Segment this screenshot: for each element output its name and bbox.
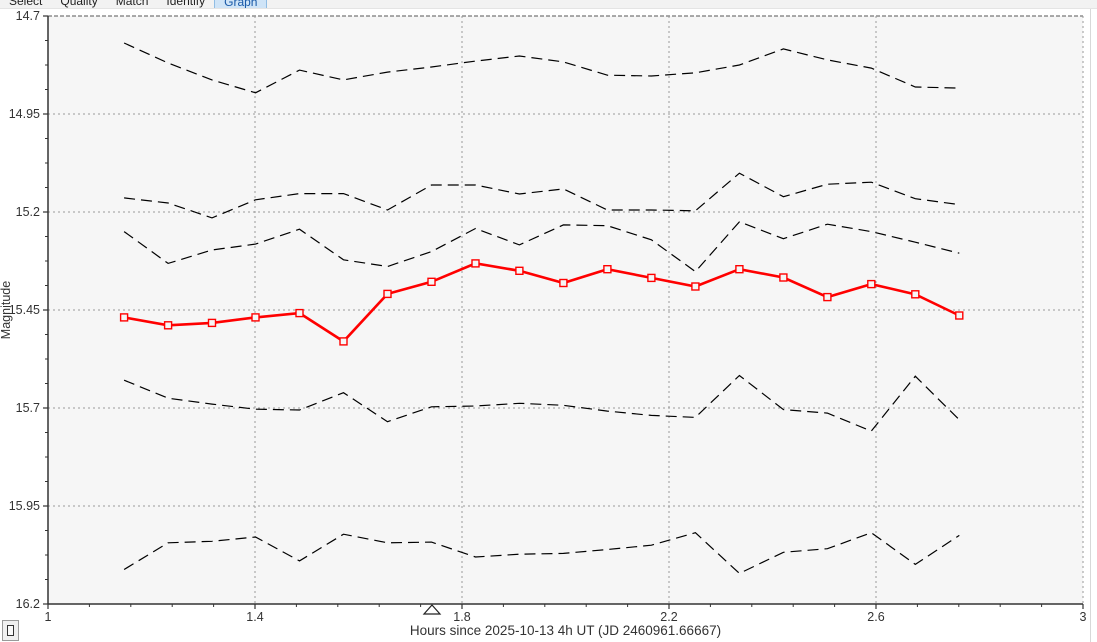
target-data-point[interactable]	[779, 273, 788, 282]
menu-item-quality[interactable]: Quality	[60, 0, 98, 8]
x-tick-label: 1.8	[453, 610, 470, 624]
target-data-point[interactable]	[251, 313, 260, 322]
target-data-point[interactable]	[427, 277, 436, 286]
target-data-point[interactable]	[603, 265, 612, 274]
target-data-point[interactable]	[867, 279, 876, 289]
y-tick-label: 14.7	[16, 9, 40, 23]
x-tick-label: 2.6	[867, 610, 884, 624]
target-data-point[interactable]	[471, 259, 480, 268]
menu-item-identify[interactable]: Identify	[166, 0, 206, 8]
variable-star-curve[interactable]	[123, 262, 960, 344]
y-tick-label: 15.95	[9, 499, 40, 513]
y-axis-title: Magnitude	[0, 281, 13, 339]
x-tick-label: 3	[1080, 610, 1087, 624]
x-tick-label: 1	[45, 610, 52, 624]
comparison-star-1-curve[interactable]	[123, 42, 960, 94]
menu-item-graph[interactable]: Graph	[214, 0, 268, 8]
target-data-point[interactable]	[735, 265, 744, 274]
target-data-point[interactable]	[515, 266, 524, 275]
time-marker-triangle-icon[interactable]	[422, 604, 442, 615]
menu-bar: Select Quality Match Identify Graph	[0, 0, 1097, 9]
corner-frame-button[interactable]	[2, 620, 19, 641]
menu-item-match[interactable]: Match	[115, 0, 149, 8]
target-data-point[interactable]	[691, 282, 700, 291]
x-tick-label: 2.2	[660, 610, 677, 624]
target-data-point[interactable]	[647, 273, 656, 283]
y-tick-label: 16.2	[16, 597, 40, 611]
x-axis-title: Hours since 2025-10-13 4h UT (JD 2460961…	[410, 623, 721, 638]
y-tick-label: 15.7	[16, 401, 40, 415]
target-data-point[interactable]	[911, 290, 920, 299]
target-data-point[interactable]	[207, 318, 217, 328]
target-data-point[interactable]	[383, 289, 392, 299]
menu-item-select[interactable]: Select	[9, 0, 43, 8]
frame-icon	[7, 625, 14, 636]
target-data-point[interactable]	[955, 311, 964, 320]
target-data-point[interactable]	[559, 278, 568, 288]
y-tick-label: 15.2	[16, 205, 40, 219]
window-edge-divider	[1090, 0, 1091, 642]
target-data-point[interactable]	[823, 292, 832, 302]
comparison-star-4-curve[interactable]	[123, 374, 960, 432]
y-tick-label: 14.95	[9, 107, 40, 121]
target-data-point[interactable]	[339, 337, 348, 346]
y-tick-label: 15.45	[9, 303, 40, 317]
plot-area	[48, 16, 1083, 604]
target-data-point[interactable]	[295, 308, 304, 318]
target-data-point[interactable]	[119, 313, 129, 322]
x-tick-label: 1.4	[246, 610, 263, 624]
comparison-star-2-curve[interactable]	[124, 172, 960, 219]
target-data-point[interactable]	[163, 321, 173, 330]
